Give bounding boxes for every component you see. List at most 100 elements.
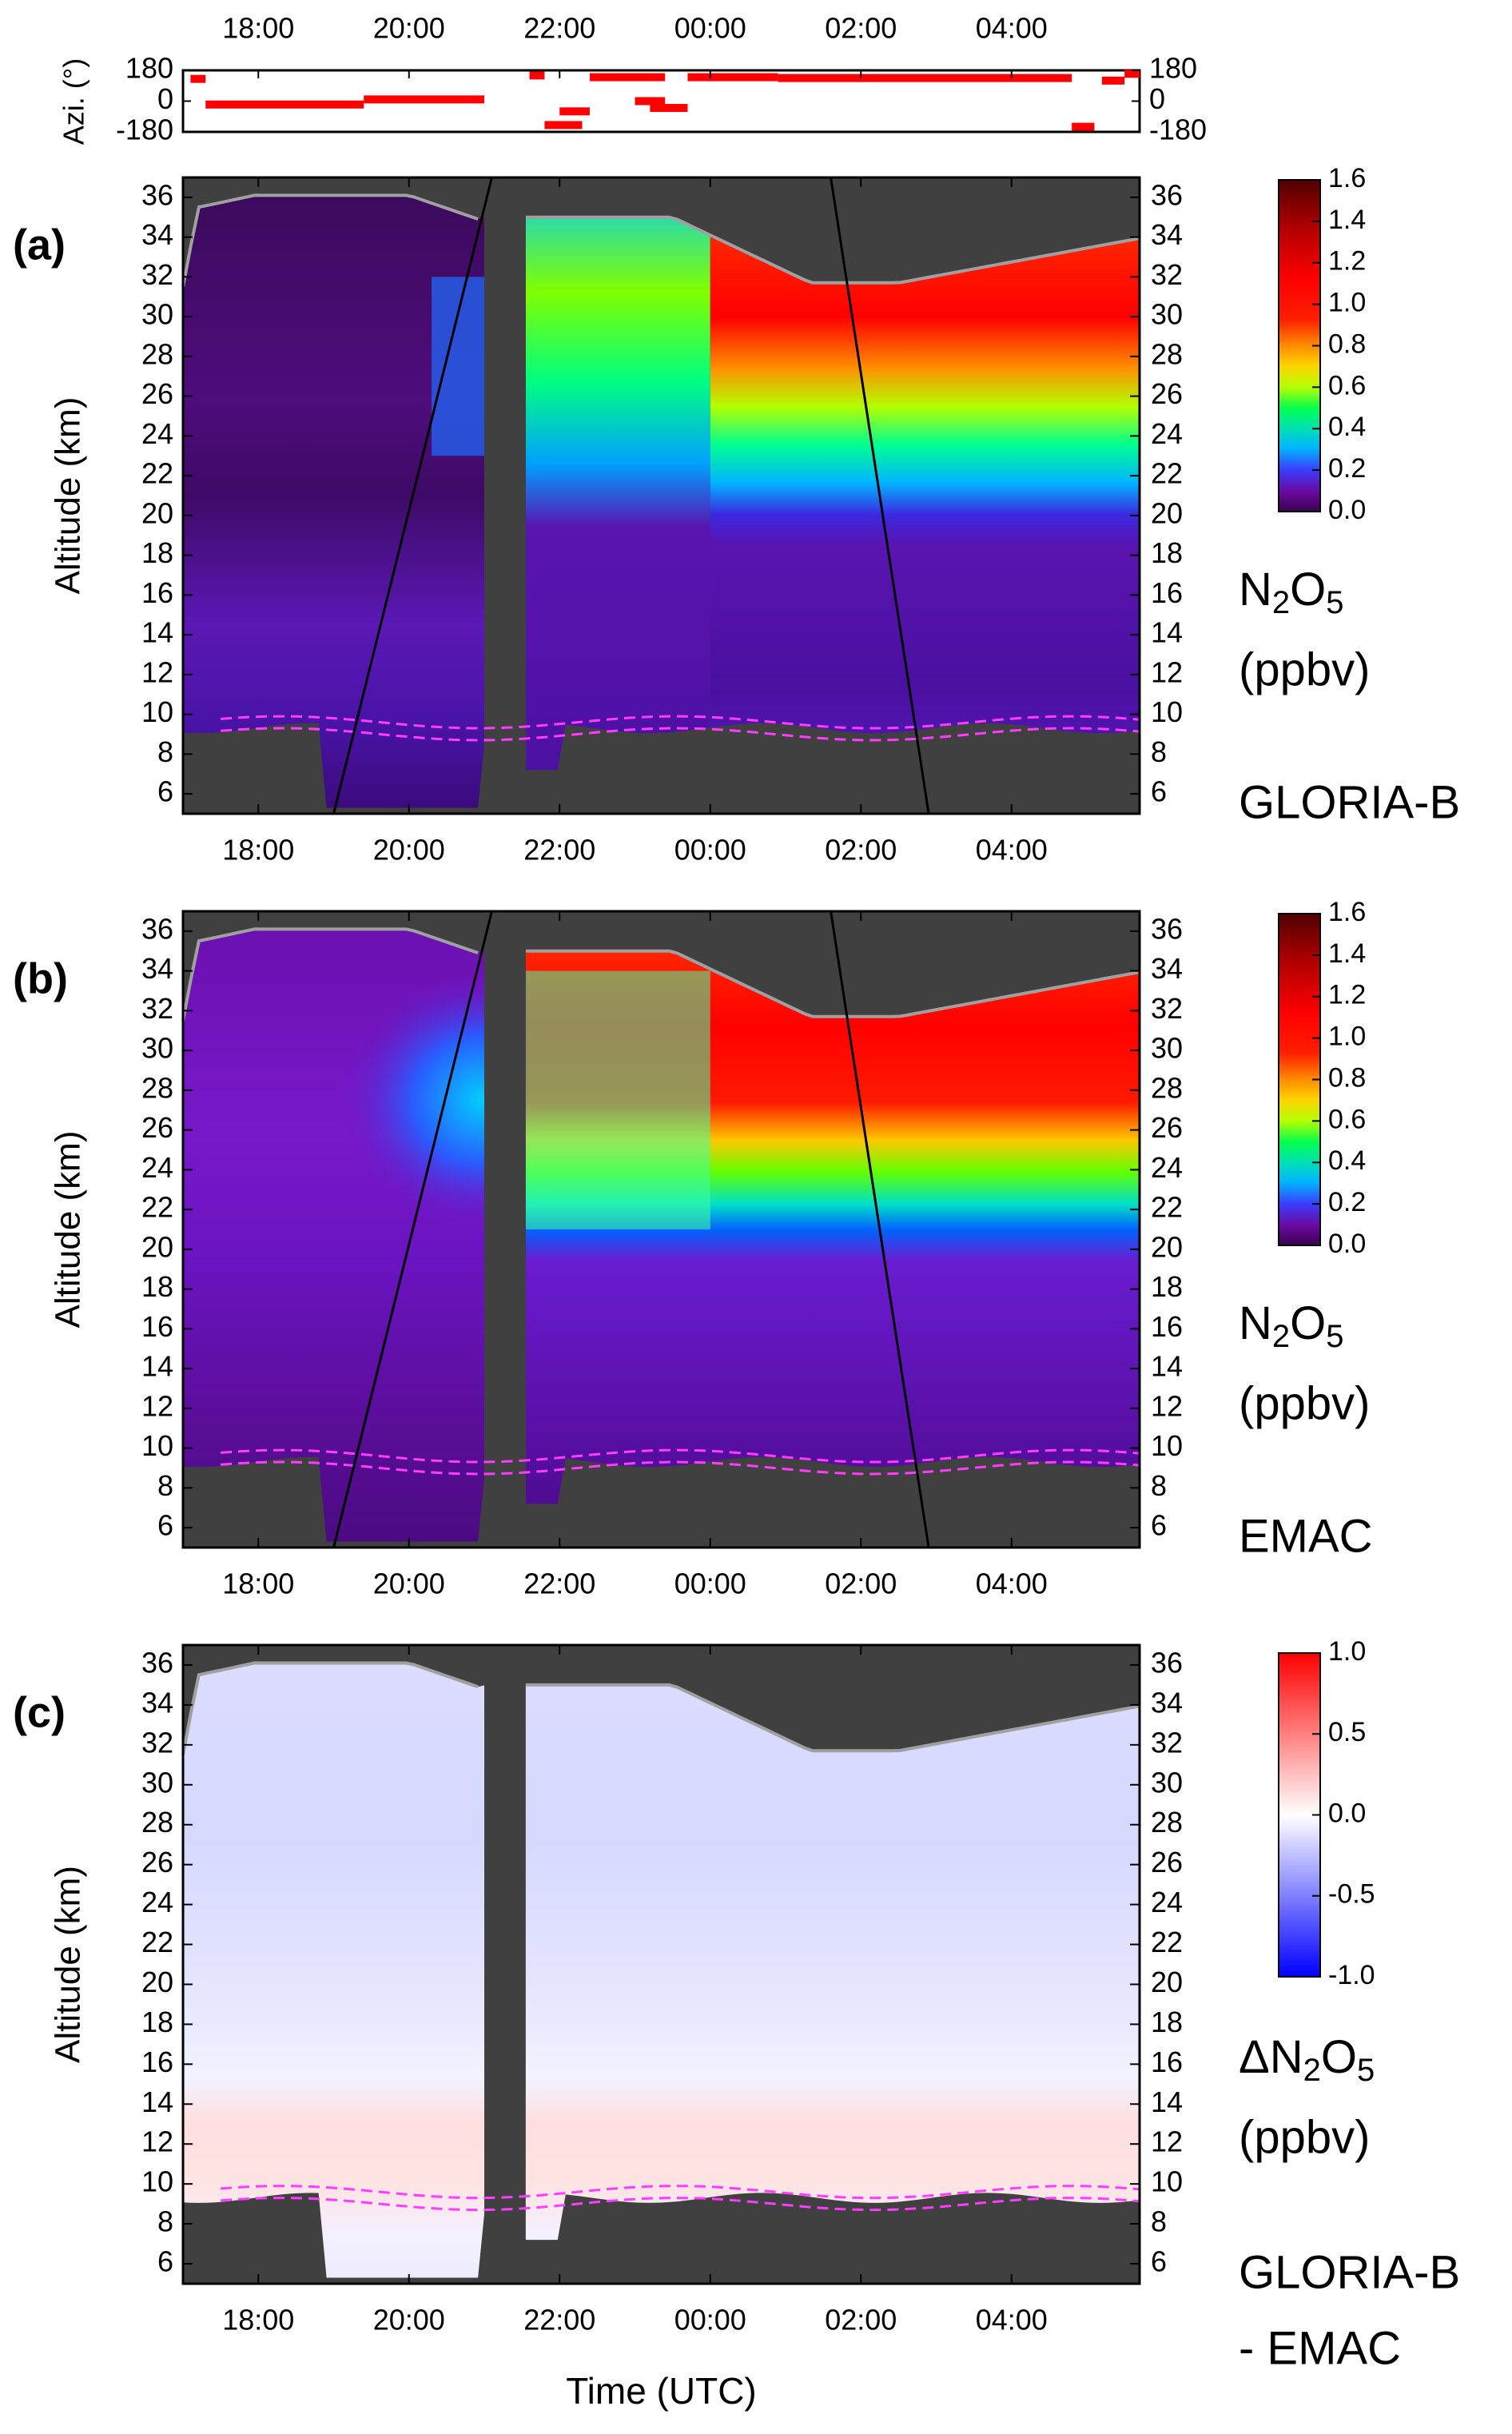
azimuth-marker [544, 121, 583, 129]
ytick-label-left: 30 [141, 1032, 173, 1065]
azimuth-ytick-label-right: 180 [1149, 52, 1197, 85]
ytick-label-right: 18 [1151, 536, 1183, 569]
ytick-label-left: 34 [141, 952, 173, 985]
quantity-subscript: 5 [1326, 585, 1343, 620]
azimuth-marker [589, 73, 666, 82]
colorbar-tick-label: 0.2 [1328, 453, 1366, 484]
ytick-label-right: 14 [1151, 616, 1183, 649]
ytick-label-right: 8 [1151, 735, 1167, 768]
ytick-label-left: 36 [141, 912, 173, 945]
tropopause-line [220, 1448, 1140, 1464]
tropopause-line [220, 1460, 1140, 1476]
tropopause-line [220, 2185, 1140, 2200]
ytick-label-right: 32 [1151, 258, 1183, 291]
ytick-label-left: 20 [141, 1230, 173, 1263]
ytick-label-left: 32 [141, 258, 173, 291]
top-xtick-label: 00:00 [674, 12, 746, 45]
ytick-label-left: 14 [141, 616, 173, 649]
ytick-label-left: 22 [141, 1191, 173, 1224]
ytick-label-left: 28 [141, 337, 173, 370]
ytick-label-left: 36 [141, 178, 173, 211]
colorbar-tick-label: 0.0 [1328, 1229, 1366, 1259]
quantity-subscript: 2 [1303, 2053, 1321, 2088]
quantity-part: N [1239, 564, 1272, 615]
xtick-label: 18:00 [222, 834, 294, 866]
panel-c: 6 6 8 8 10 10 12 12 14 14 16 16 18 18 20 20 22 22 24 24 26 26… [13, 1636, 1460, 2374]
ytick-label-left: 32 [141, 1726, 173, 1759]
ytick-label-right: 20 [1151, 1230, 1183, 1263]
source-label: GLORIA-B [1239, 2246, 1460, 2298]
colorbar-tick-label: 1.6 [1328, 163, 1366, 193]
top-xtick-label: 18:00 [222, 12, 294, 45]
ytick-label-right: 10 [1151, 2165, 1183, 2198]
xtick-label: 00:00 [674, 834, 746, 866]
ytick-label-right: 16 [1151, 576, 1183, 609]
data-field [183, 195, 1140, 808]
colorbar-tick-label: 0.5 [1328, 1717, 1366, 1747]
ytick-label-right: 34 [1151, 218, 1183, 251]
ytick-label-right: 34 [1151, 1686, 1183, 1719]
ytick-label-left: 26 [141, 1846, 173, 1878]
ytick-label-left: 34 [141, 218, 173, 251]
terminator-line [830, 910, 930, 1548]
xtick-label: 04:00 [976, 834, 1048, 866]
colorbar-tick-label: 1.4 [1328, 938, 1366, 969]
ytick-label-right: 36 [1151, 912, 1183, 945]
ytick-label-right: 30 [1151, 298, 1183, 331]
ytick-label-right: 32 [1151, 992, 1183, 1025]
xtick-label: 02:00 [825, 2304, 897, 2336]
xtick-label: 22:00 [523, 1568, 595, 1600]
ytick-label-right: 6 [1151, 1509, 1167, 1542]
ytick-label-left: 8 [157, 1469, 173, 1502]
azimuth-marker [364, 95, 485, 104]
y-axis-label: Altitude (km) [49, 1866, 88, 2063]
quantity-subscript: 2 [1272, 585, 1290, 620]
terminator-line [332, 910, 493, 1548]
source-label: EMAC [1239, 1510, 1373, 1562]
field-blue-patch [432, 277, 485, 456]
ytick-label-left: 6 [157, 1509, 173, 1542]
azimuth-marker [205, 100, 364, 109]
quantity-label: N2O5 [1239, 564, 1344, 619]
colorbar-tick-label: 1.0 [1328, 1022, 1366, 1052]
quantity-part: N [1239, 1297, 1272, 1349]
ytick-label-right: 28 [1151, 1071, 1183, 1104]
data-field [183, 929, 1140, 1542]
ytick-label-right: 8 [1151, 2205, 1167, 2238]
colorbar-tick-label: 1.2 [1328, 246, 1366, 277]
ytick-label-left: 28 [141, 1806, 173, 1838]
ytick-label-left: 10 [141, 2165, 173, 2198]
xtick-label: 20:00 [373, 2304, 445, 2336]
azimuth-axis-label: Azi. (°) [58, 58, 90, 145]
colorbar-tick-label: 1.6 [1328, 897, 1366, 927]
ytick-label-left: 26 [141, 1111, 173, 1144]
panel-label: (b) [13, 954, 68, 1002]
ytick-label-left: 8 [157, 2205, 173, 2238]
upper-envelope-line [181, 193, 1140, 288]
data-gap [484, 1645, 526, 2284]
ytick-label-right: 18 [1151, 2006, 1183, 2038]
xtick-label: 22:00 [523, 834, 595, 866]
ytick-label-right: 24 [1151, 417, 1183, 450]
colorbar-tick-label: 1.0 [1328, 288, 1366, 318]
ytick-label-right: 30 [1151, 1766, 1183, 1799]
colorbar-tick-label: 1.2 [1328, 980, 1366, 1010]
ytick-label-right: 8 [1151, 1469, 1167, 1502]
azimuth-marker [1072, 122, 1095, 131]
azimuth-marker [650, 104, 688, 113]
colorbar-tick-label: 0.2 [1328, 1187, 1366, 1217]
colorbar-tick-label: 0.8 [1328, 329, 1366, 359]
field-difference [183, 1663, 1140, 2278]
ytick-label-left: 20 [141, 1966, 173, 1998]
upper-envelope-line [181, 1661, 1140, 1755]
ytick-label-left: 12 [141, 2125, 173, 2158]
ytick-label-left: 6 [157, 2245, 173, 2278]
field-night [710, 195, 1140, 808]
colorbar-tick-label: 0.0 [1328, 1798, 1366, 1828]
ytick-label-right: 10 [1151, 695, 1183, 728]
ytick-label-right: 22 [1151, 1926, 1183, 1958]
panel-label: (a) [13, 221, 66, 269]
ytick-label-right: 18 [1151, 1270, 1183, 1303]
